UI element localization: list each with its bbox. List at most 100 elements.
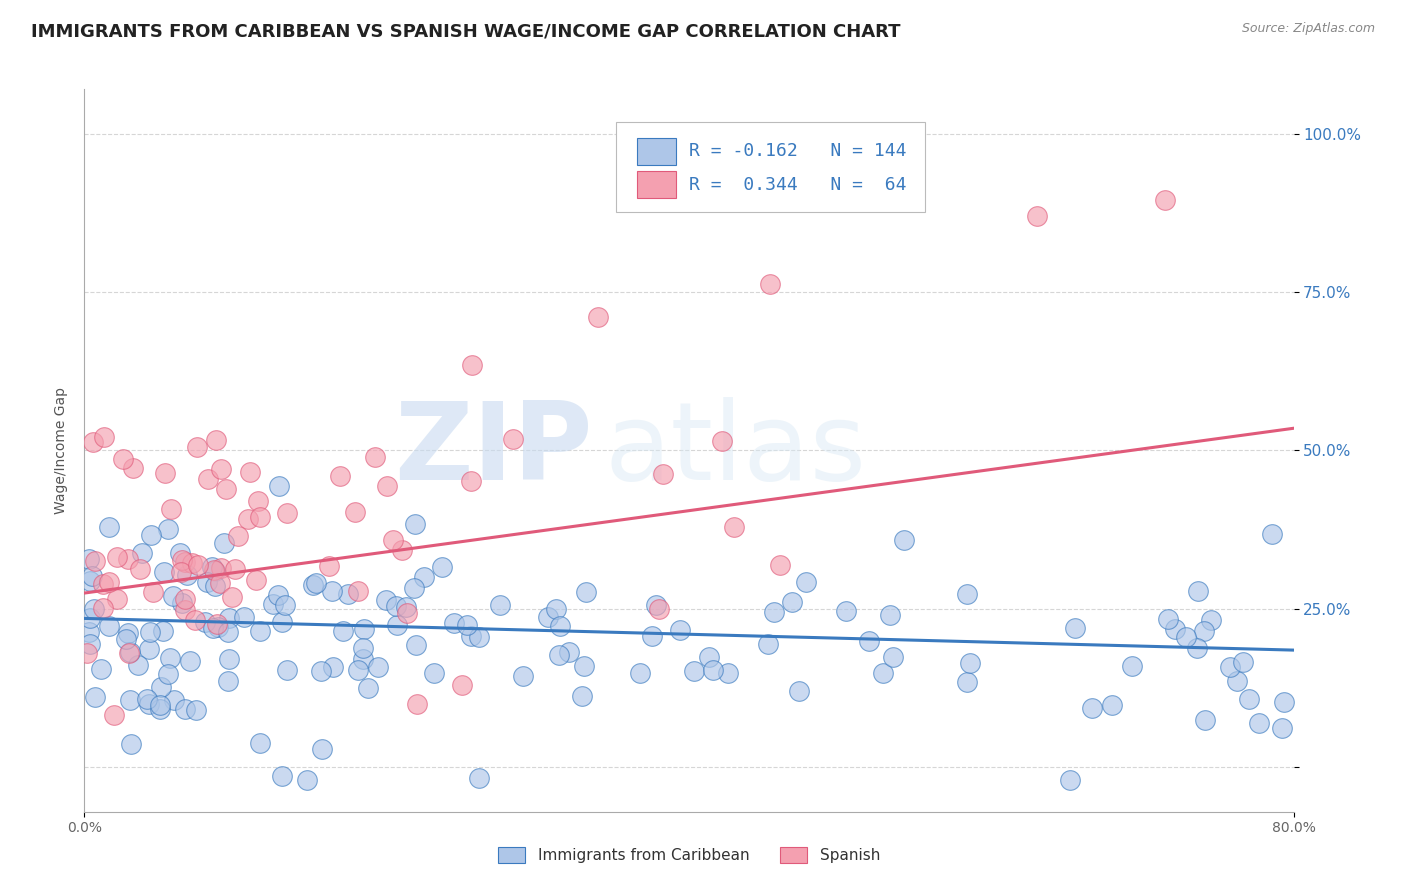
Point [207,620,229,634]
Point [717,665,740,680]
Point [1121,658,1143,673]
Point [404,581,426,595]
Point [172,596,194,610]
Point [1199,613,1222,627]
Point [215,482,238,496]
Point [769,558,792,572]
Point [79,610,101,624]
Point [238,512,260,526]
Point [276,506,298,520]
Point [218,611,240,625]
Point [160,502,183,516]
Point [1237,692,1260,706]
Point [352,652,374,666]
Point [1187,583,1209,598]
Point [461,358,484,372]
Point [443,615,465,630]
Point [228,529,250,543]
Point [128,561,150,575]
Point [489,599,512,613]
Point [202,562,225,576]
Point [163,693,186,707]
Point [558,645,581,659]
Point [79,574,101,588]
Point [343,504,366,518]
Point [872,665,894,680]
Point [139,625,162,640]
Point [121,460,143,475]
Point [956,674,979,689]
Point [1059,772,1081,787]
Point [142,585,165,599]
Point [723,519,745,533]
Point [305,576,328,591]
Point [221,590,243,604]
Point [159,651,181,665]
Point [138,641,160,656]
Point [652,467,675,481]
Point [202,621,225,635]
Point [245,574,267,588]
Point [404,516,426,531]
Point [232,609,254,624]
Point [270,615,292,629]
Point [391,543,413,558]
Point [1247,715,1270,730]
Point [197,575,219,590]
Point [710,434,733,449]
Point [82,434,104,449]
Point [1194,624,1216,639]
Point [173,701,195,715]
Point [682,665,704,679]
Point [396,606,419,620]
Point [451,678,474,692]
Point [367,660,389,674]
Point [893,533,915,547]
Point [544,602,567,616]
Point [139,528,162,542]
Point [295,772,318,787]
Point [468,771,491,785]
Point [162,589,184,603]
Point [364,450,387,464]
Point [98,575,121,590]
Point [249,736,271,750]
Point [270,769,292,783]
Point [217,624,239,639]
Point [1272,695,1295,709]
Point [91,577,114,591]
Point [835,603,858,617]
Point [1157,612,1180,626]
Point [218,652,240,666]
Point [103,707,125,722]
Point [98,619,121,633]
Point [267,588,290,602]
Point [79,625,101,640]
Point [332,624,354,639]
Point [217,674,239,689]
Text: atlas: atlas [605,398,866,503]
Point [1081,701,1104,715]
Point [794,575,817,590]
Point [204,579,226,593]
Point [153,565,176,579]
Point [375,478,398,492]
Point [756,637,779,651]
Point [174,555,197,569]
Point [207,617,229,632]
Point [858,633,880,648]
Point [91,600,114,615]
Point [1163,622,1185,636]
Point [179,654,201,668]
Point [512,669,534,683]
Point [98,520,121,534]
Point [547,648,569,663]
Point [1194,713,1216,727]
Point [205,433,228,447]
Point [406,697,429,711]
Point [83,602,105,616]
Point [274,598,297,612]
Point [571,689,593,703]
Point [302,578,325,592]
Y-axis label: Wage/Income Gap: Wage/Income Gap [53,387,67,514]
